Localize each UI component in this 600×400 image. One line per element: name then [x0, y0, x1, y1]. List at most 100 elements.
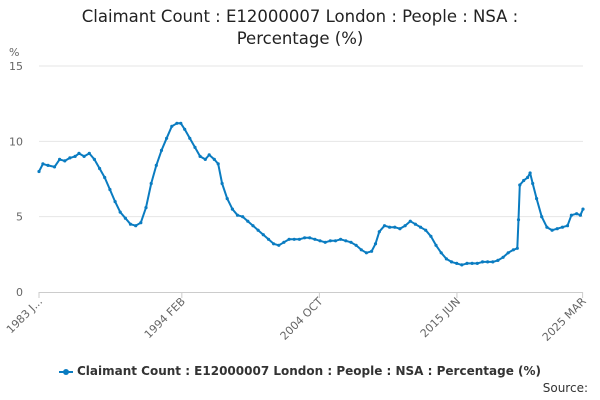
y-tick-label: 0: [16, 286, 23, 299]
data-point: [272, 242, 276, 246]
x-tick-label: 2015 JUN: [418, 295, 463, 340]
data-point: [480, 260, 485, 264]
data-point: [207, 153, 211, 157]
data-point: [339, 237, 343, 241]
data-point: [526, 175, 530, 180]
data-point: [216, 162, 220, 166]
data-point: [545, 225, 549, 229]
data-point: [475, 261, 479, 265]
data-point: [37, 169, 41, 174]
data-point: [516, 218, 521, 222]
data-point: [179, 121, 183, 125]
data-point: [382, 224, 387, 228]
data-point: [373, 242, 378, 246]
data-point: [518, 183, 522, 187]
data-point: [92, 157, 96, 161]
data-point: [522, 178, 526, 183]
x-tick-label: 1983 J...: [4, 295, 45, 336]
data-point: [282, 240, 286, 244]
x-axis: 1983 J... 1994 FEB 2004 OCT 2015 JUN 2025 MA…: [4, 292, 589, 344]
data-point: [241, 215, 245, 219]
data-point: [256, 228, 260, 232]
data-point: [297, 237, 301, 241]
y-tick-label: 15: [9, 60, 23, 73]
data-point: [277, 243, 281, 247]
data-point: [393, 225, 397, 229]
data-point: [134, 224, 138, 228]
data-point: [328, 239, 332, 243]
data-point: [198, 154, 202, 158]
data-point: [235, 213, 240, 217]
data-point: [82, 154, 86, 158]
data-point: [501, 255, 505, 259]
data-point: [193, 145, 197, 149]
data-point: [230, 207, 234, 211]
data-point: [575, 212, 579, 216]
data-point: [408, 219, 412, 223]
data-point: [455, 261, 459, 265]
data-point: [266, 237, 271, 241]
data-point: [212, 157, 216, 161]
data-point: [344, 239, 348, 243]
data-point: [555, 227, 559, 231]
data-point: [165, 136, 169, 140]
data-point: [113, 200, 117, 204]
data-point: [581, 207, 585, 211]
legend[interactable]: Claimant Count : E12000007 London : Peop…: [0, 364, 600, 378]
data-point: [139, 221, 143, 225]
gridlines: [39, 65, 583, 218]
x-tick-label: 2004 OCT: [278, 295, 326, 343]
data-point: [73, 154, 77, 158]
y-tick-label: 10: [9, 135, 23, 148]
data-point: [98, 166, 102, 171]
data-point: [540, 215, 544, 219]
chart-title-line-1: Claimant Count : E12000007 London : Peop…: [81, 7, 519, 26]
data-point: [403, 224, 407, 228]
data-point: [175, 121, 179, 125]
data-point: [63, 159, 67, 163]
data-point: [103, 175, 107, 180]
data-point: [108, 187, 112, 192]
data-point: [444, 257, 448, 261]
data-point: [87, 151, 91, 155]
data-point: [531, 181, 535, 186]
data-point: [46, 163, 50, 167]
data-point: [491, 260, 495, 264]
data-point: [149, 181, 153, 186]
data-point: [565, 224, 570, 228]
data-point: [313, 237, 317, 241]
data-point: [419, 225, 423, 229]
data-point: [246, 219, 250, 223]
data-point: [287, 237, 291, 241]
data-point: [398, 227, 402, 231]
y-axis-unit-label: %: [9, 46, 19, 59]
data-point: [292, 237, 296, 241]
data-point: [578, 213, 583, 217]
y-tick-label: 5: [16, 211, 23, 224]
data-point: [370, 249, 374, 253]
data-point: [535, 197, 539, 201]
data-point: [465, 261, 469, 265]
chart-title-line-2: Percentage (%): [236, 29, 364, 48]
data-point: [506, 251, 510, 255]
data-point: [58, 157, 62, 161]
data-point: [251, 224, 255, 228]
series-line: [38, 122, 584, 266]
data-point: [364, 251, 368, 255]
data-point: [159, 148, 164, 152]
data-point: [225, 197, 229, 201]
data-point: [486, 260, 490, 264]
legend-label: Claimant Count : E12000007 London : Peop…: [76, 364, 542, 378]
source-label: Source:: [542, 381, 588, 395]
data-point: [183, 127, 187, 131]
data-point: [323, 240, 327, 244]
data-point: [434, 243, 438, 247]
data-point: [470, 261, 474, 265]
data-point: [429, 234, 433, 238]
data-point: [128, 222, 133, 226]
data-point: [318, 239, 322, 243]
data-point: [308, 236, 312, 240]
data-point: [460, 263, 464, 267]
data-point: [439, 251, 443, 255]
